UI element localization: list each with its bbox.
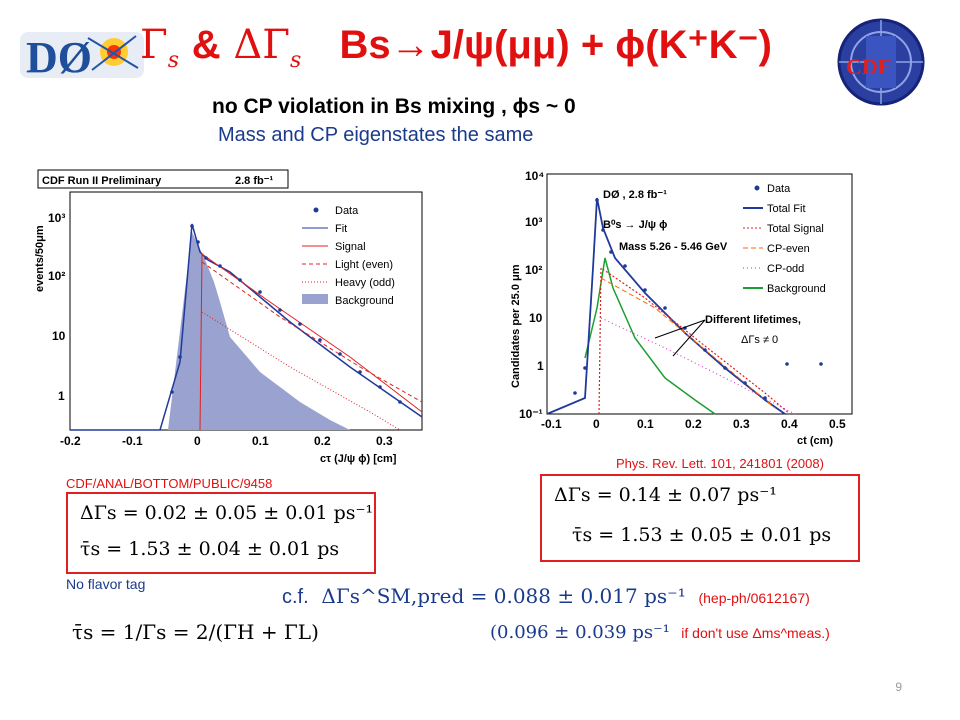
d0-legend-total-fit: Total Fit <box>767 203 806 215</box>
d0-reference: Phys. Rev. Lett. 101, 241801 (2008) <box>616 456 824 471</box>
d0-legend: Data Total Fit Total Signal CP-even CP-o… <box>743 183 826 295</box>
d0-legend-cp-odd: CP-odd <box>767 263 804 275</box>
d0-legend-cp-even: CP-even <box>767 243 810 255</box>
cdf-legend-signal: Signal <box>335 241 366 253</box>
d0-ytick-1: 1 <box>537 359 544 373</box>
cdf-xlabel: cτ (J/ψ ϕ) [cm] <box>320 453 397 465</box>
d0-background-curve <box>584 257 716 415</box>
d0-ytick-1e4: 10⁴ <box>525 169 544 183</box>
title-sub-s: s <box>167 48 180 73</box>
d0-ytick-1e2: 10² <box>525 263 542 277</box>
cdf-lifetime-plot: CDF Run II Preliminary 2.8 fb⁻¹ 10³ 10² … <box>34 169 423 465</box>
title-decay: Bs→J/ψ(μμ) + ϕ(K⁺K⁻) <box>339 23 772 67</box>
d0-ytick-1e3: 10³ <box>525 215 542 229</box>
cf-label: c.f. <box>282 586 309 608</box>
d0-xtick-0: 0 <box>593 417 600 431</box>
cdf-xtick-01: 0.1 <box>252 434 269 448</box>
title-delta-gamma: ΔΓ <box>233 22 291 68</box>
cdf-reference: CDF/ANAL/BOTTOM/PUBLIC/9458 <box>66 476 273 491</box>
sm-prediction: ΔΓs^SM,pred = 0.088 ± 0.017 ps⁻¹ <box>321 584 686 608</box>
sm-prediction-line: c.f. ΔΓs^SM,pred = 0.088 ± 0.017 ps⁻¹ (h… <box>282 584 810 609</box>
alt-prediction-line: (0.096 ± 0.039 ps⁻¹ if don't use Δms^mea… <box>490 622 830 643</box>
d0-info-1: DØ , 2.8 fb⁻¹ <box>603 189 667 201</box>
cdf-plot-lumi: 2.8 fb⁻¹ <box>235 175 274 187</box>
cdf-logo-text: CDF <box>846 54 891 79</box>
d0-total-signal-curve <box>598 266 791 415</box>
title-sub-s2: s <box>290 48 302 73</box>
cdf-tau: τ̄s = 1.53 ± 0.04 ± 0.01 ps <box>80 538 340 560</box>
d0-result-box: ΔΓs = 0.14 ± 0.07 ps⁻¹ τ̄s = 1.53 ± 0.05… <box>540 474 860 562</box>
cdf-heavy-curve <box>201 311 401 431</box>
d0-legend-background: Background <box>767 283 826 295</box>
d0-data-points <box>573 198 823 400</box>
d0-xtick-01: 0.1 <box>637 417 654 431</box>
cdf-xtick-m02: -0.2 <box>60 434 81 448</box>
d0-logo-text: DØ <box>26 33 92 82</box>
cdf-ytick-10: 10 <box>52 329 66 343</box>
d0-ytick-1em1: 10⁻¹ <box>519 407 543 421</box>
cdf-logo: CDF <box>836 14 926 110</box>
cdf-result-box: ΔΓs = 0.02 ± 0.05 ± 0.01 ps⁻¹ τ̄s = 1.53… <box>66 492 376 574</box>
cdf-xtick-m01: -0.1 <box>122 434 143 448</box>
cdf-legend-fit: Fit <box>335 223 347 235</box>
no-flavor-tag: No flavor tag <box>66 576 146 592</box>
cdf-legend: Data Fit Signal Light (even) Heavy (odd)… <box>302 205 395 307</box>
cdf-xtick-02: 0.2 <box>314 434 331 448</box>
cdf-light-curve <box>201 261 423 403</box>
d0-xtick-03: 0.3 <box>733 417 750 431</box>
cdf-legend-data: Data <box>335 205 359 217</box>
d0-lifetime-plot: 10⁴ 10³ 10² 10 1 10⁻¹ -0.1 0 0.1 0.2 0.3… <box>510 169 853 447</box>
d0-info-3: Mass 5.26 - 5.46 GeV <box>619 241 728 253</box>
d0-xtick-04: 0.4 <box>781 417 798 431</box>
alt-prediction-value: (0.096 ± 0.039 ps⁻¹ <box>490 622 670 643</box>
slide-title: Γs & ΔΓs Bs→J/ψ(μμ) + ϕ(K⁺K⁻) <box>140 22 772 73</box>
d0-annotation-2: ΔΓs ≠ 0 <box>741 334 778 346</box>
subtitle-line2: Mass and CP eigenstates the same <box>218 124 534 146</box>
cdf-legend-background: Background <box>335 295 394 307</box>
cdf-background-fill <box>168 232 350 430</box>
page-number: 9 <box>895 680 902 694</box>
cdf-ytick-1: 1 <box>58 389 65 403</box>
d0-annotation-1: Different lifetimes, <box>705 314 801 326</box>
d0-legend-data: Data <box>767 183 791 195</box>
d0-xtick-02: 0.2 <box>685 417 702 431</box>
cdf-data-points <box>170 224 402 404</box>
d0-ylabel: Candidates per 25.0 μm <box>510 264 522 388</box>
d0-delta-gamma: ΔΓs = 0.14 ± 0.07 ps⁻¹ <box>554 484 777 506</box>
d0-tau: τ̄s = 1.53 ± 0.05 ± 0.01 ps <box>572 524 832 546</box>
d0-xtick-m01: -0.1 <box>541 417 562 431</box>
d0-legend-total-signal: Total Signal <box>767 223 824 235</box>
cdf-delta-gamma: ΔΓs = 0.02 ± 0.05 ± 0.01 ps⁻¹ <box>80 502 374 524</box>
d0-annotation-arrows <box>654 319 706 357</box>
cdf-ytick-1000: 10³ <box>48 211 65 225</box>
d0-xtick-05: 0.5 <box>829 417 846 431</box>
cdf-legend-light: Light (even) <box>335 259 393 271</box>
cdf-ytick-100: 10² <box>48 269 65 283</box>
cdf-plot-header: CDF Run II Preliminary <box>42 175 162 187</box>
d0-ytick-10: 10 <box>529 311 543 325</box>
cdf-legend-heavy: Heavy (odd) <box>335 277 395 289</box>
alt-prediction-text: if don't use Δms^meas.) <box>681 625 830 641</box>
d0-logo: DØ <box>18 18 146 90</box>
d0-info-2: B⁰s → J/ψ ϕ <box>603 219 667 231</box>
cdf-xtick-03: 0.3 <box>376 434 393 448</box>
tau-definition: τ̄s = 1/Γs = 2/(ΓH + ΓL) <box>72 620 319 644</box>
d0-xlabel: ct (cm) <box>797 435 833 447</box>
sm-prediction-ref: (hep-ph/0612167) <box>698 590 810 606</box>
cdf-ylabel: events/50μm <box>34 225 46 292</box>
title-gamma: Γ <box>140 22 168 68</box>
d0-plot-frame <box>546 173 853 415</box>
title-amp: & <box>191 23 221 67</box>
subtitle-line1: no CP violation in Bs mixing , ϕs ~ 0 <box>212 95 576 118</box>
cdf-xtick-0: 0 <box>194 434 201 448</box>
d0-total-fit-curve <box>546 197 786 415</box>
